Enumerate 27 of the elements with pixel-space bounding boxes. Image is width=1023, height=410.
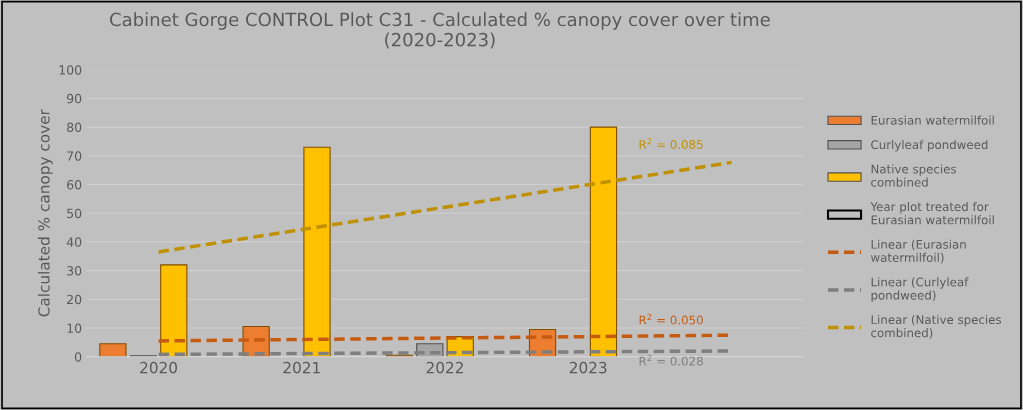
annotation: R$^{2}$ = 0.050 <box>639 313 703 325</box>
legend-label: Linear (Eurasian watermilfoil) <box>871 239 966 264</box>
y-tick-label: 10 <box>67 323 82 333</box>
chart-title: Cabinet Gorge CONTROL Plot C31 - Calculated % canopy cover over time (2020-2023) <box>110 12 770 49</box>
legend-label: Linear (Native species combined) <box>871 314 1002 339</box>
y-tick-label: 90 <box>66 93 82 104</box>
legend-label: Eurasian watermilfoil <box>871 115 994 125</box>
x-tick-label: 2020 <box>140 361 177 374</box>
legend-label: Linear (Curlyleaf pondweed) <box>871 277 969 302</box>
y-tick-label: 0 <box>74 352 82 362</box>
legend-label: Native species combined <box>871 164 956 187</box>
x-tick-label: 2021 <box>283 361 320 374</box>
x-tick-label: 2022 <box>426 361 463 374</box>
legend-label: Year plot treated for Eurasian watermilfoil <box>870 202 994 225</box>
annotation: R$^{2}$ = 0.028 <box>639 354 703 366</box>
annotation: R$^{2}$ = 0.085 <box>639 138 703 149</box>
y-tick-label: 60 <box>67 179 82 190</box>
y-axis-title: Calculated % canopy cover <box>37 109 53 317</box>
y-tick-label: 100 <box>59 65 82 75</box>
y-tick-label: 50 <box>67 208 82 219</box>
y-tick-label: 30 <box>67 266 82 276</box>
y-tick-label: 80 <box>67 122 82 133</box>
legend-label: Curlyleaf pondweed <box>871 139 988 152</box>
y-tick-label: 40 <box>66 237 82 247</box>
y-tick-label: 70 <box>67 151 82 161</box>
y-tick-label: 20 <box>67 294 82 305</box>
x-tick-label: 2023 <box>569 361 607 374</box>
